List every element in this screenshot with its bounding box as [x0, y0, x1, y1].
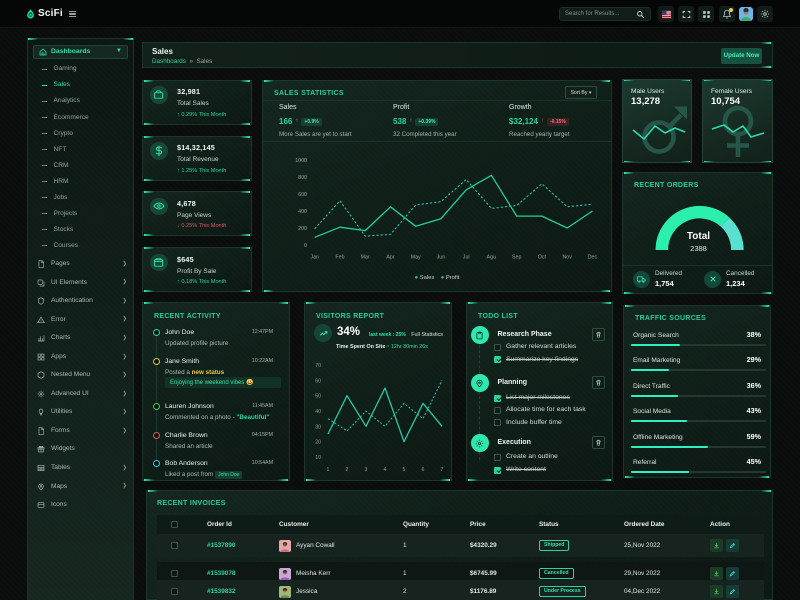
svg-text:10: 10 — [315, 455, 321, 461]
svg-text:1: 1 — [327, 467, 330, 473]
svg-text:Jan: Jan — [310, 255, 319, 261]
svg-text:Sep: Sep — [512, 255, 521, 261]
svg-text:May: May — [411, 255, 421, 261]
svg-text:2: 2 — [346, 467, 349, 473]
svg-text:70: 70 — [315, 363, 321, 369]
svg-text:Agu: Agu — [487, 255, 496, 261]
svg-text:7: 7 — [441, 467, 444, 473]
svg-text:400: 400 — [298, 209, 307, 215]
svg-text:600: 600 — [298, 192, 307, 198]
svg-text:5: 5 — [403, 467, 406, 473]
svg-text:Oct: Oct — [538, 255, 547, 261]
svg-text:1000: 1000 — [295, 158, 307, 164]
svg-text:Jul: Jul — [463, 255, 470, 261]
svg-text:20: 20 — [315, 440, 321, 446]
svg-text:Apr: Apr — [386, 255, 394, 261]
svg-text:60: 60 — [315, 378, 321, 384]
svg-text:Nov: Nov — [562, 255, 572, 261]
svg-text:800: 800 — [298, 175, 307, 181]
svg-text:40: 40 — [315, 409, 321, 415]
svg-text:Dec: Dec — [588, 255, 598, 261]
svg-text:Mar: Mar — [361, 255, 370, 261]
svg-text:4: 4 — [384, 467, 387, 473]
svg-text:Jun: Jun — [437, 255, 446, 261]
svg-text:30: 30 — [315, 424, 321, 430]
svg-text:Feb: Feb — [335, 255, 344, 261]
svg-text:3: 3 — [365, 467, 368, 473]
svg-text:200: 200 — [298, 226, 307, 232]
svg-text:50: 50 — [315, 394, 321, 400]
svg-text:0: 0 — [304, 243, 307, 249]
svg-text:6: 6 — [422, 467, 425, 473]
